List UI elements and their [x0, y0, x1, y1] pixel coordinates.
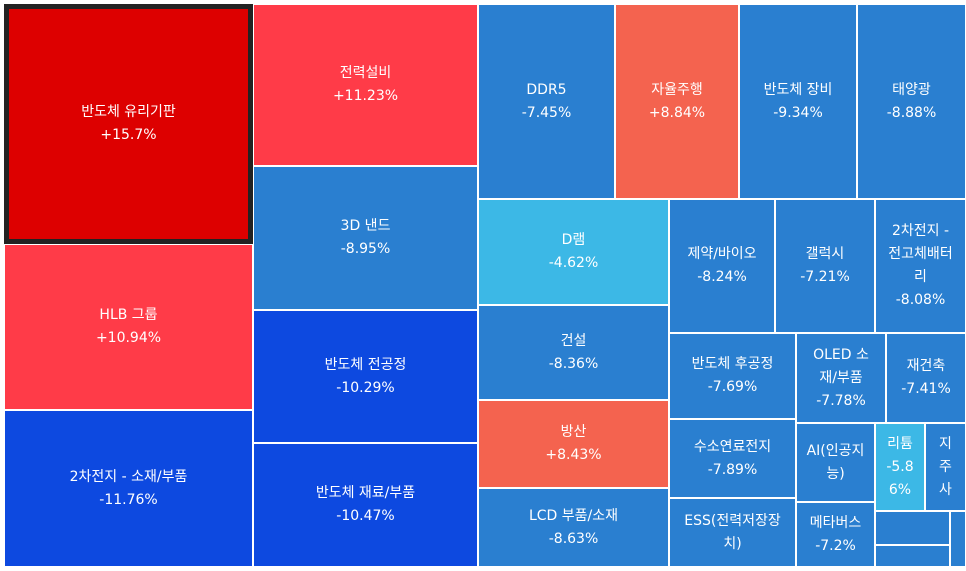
tile-label: LCD 부품/소재 — [528, 507, 619, 524]
tile-label: 2차전지 - 전고체배터 리 — [888, 223, 953, 285]
tile-label: 3D 낸드 — [340, 218, 391, 234]
tile-label: 지 주 사 — [939, 435, 952, 498]
treemap-tile[interactable] — [875, 545, 950, 567]
tile-label: AI(인공지 능) — [806, 442, 865, 482]
tile-change-value: -7.2% — [815, 537, 856, 554]
treemap-tile[interactable]: D램 -4.62% — [478, 199, 669, 305]
tile-change-value: -7.89% — [707, 461, 758, 478]
tile-change-value: -8.24% — [697, 269, 747, 285]
tile-label: 반도체 전공정 — [324, 356, 407, 373]
tile-change-value: -10.47% — [336, 508, 395, 524]
treemap-tile[interactable]: DDR5 -7.45% — [478, 4, 615, 199]
tile-label: 반도체 후공정 — [691, 356, 774, 372]
treemap-tile[interactable]: 건설 -8.36% — [478, 305, 669, 400]
tile-change-value: +8.84% — [648, 104, 706, 121]
treemap-tile[interactable]: 3D 낸드 -8.95% — [253, 166, 478, 310]
treemap-tile[interactable] — [950, 511, 966, 567]
tile-label: HLB 그룹 — [99, 307, 158, 323]
tile-label: 자율주행 — [651, 81, 703, 98]
tile-change-value: +10.94% — [95, 330, 162, 346]
treemap-tile[interactable]: 수소연료전지 -7.89% — [669, 419, 796, 498]
tile-label: DDR5 — [526, 81, 567, 98]
treemap-tile[interactable]: HLB 그룹 +10.94% — [4, 244, 253, 410]
treemap-tile[interactable]: 지 주 사 — [925, 423, 966, 511]
treemap-tile[interactable]: 제약/바이오 -8.24% — [669, 199, 775, 333]
treemap-tile[interactable]: 자율주행 +8.84% — [615, 4, 739, 199]
treemap-tile[interactable]: ESS(전력저장장 치) — [669, 498, 796, 567]
treemap-tile[interactable]: 반도체 유리기판 +15.7% — [4, 4, 253, 244]
treemap-tile[interactable]: AI(인공지 능) — [796, 423, 875, 502]
tile-label: 전력설비 — [339, 65, 392, 81]
tile-label: ESS(전력저장장 치) — [684, 512, 781, 552]
tile-change-value: -7.78% — [816, 392, 866, 409]
treemap-tile[interactable]: 반도체 장비 -9.34% — [739, 4, 857, 199]
tile-change-value: -7.69% — [707, 379, 758, 395]
treemap-tile[interactable]: 방산 +8.43% — [478, 400, 669, 488]
treemap-tile[interactable]: OLED 소 재/부품 -7.78% — [796, 333, 886, 423]
tile-change-value: -8.36% — [548, 355, 599, 372]
tile-label: 방산 — [560, 424, 587, 440]
tile-label: 반도체 재료/부품 — [315, 485, 416, 501]
tile-label: 수소연료전지 — [693, 438, 772, 455]
tile-change-value: -8.88% — [886, 104, 937, 121]
treemap-tile[interactable]: 전력설비 +11.23% — [253, 4, 478, 166]
tile-change-value: -11.76% — [99, 491, 158, 508]
tile-change-value: -7.45% — [521, 104, 572, 121]
tile-change-value: -10.29% — [336, 379, 395, 396]
tile-change-value: -8.95% — [340, 241, 391, 257]
tile-label: D램 — [561, 232, 586, 248]
treemap-tile[interactable]: 재건축 -7.41% — [886, 333, 966, 423]
treemap-tile[interactable]: 반도체 전공정 -10.29% — [253, 310, 478, 443]
tile-change-value: -7.21% — [800, 269, 850, 285]
tile-label: 재건축 — [906, 358, 946, 374]
treemap-tile[interactable]: 반도체 재료/부품 -10.47% — [253, 443, 478, 567]
treemap-tile[interactable]: LCD 부품/소재 -8.63% — [478, 488, 669, 567]
tile-change-value: +11.23% — [332, 88, 399, 104]
tile-change-value: -8.63% — [548, 530, 599, 547]
tile-label: 리튬 — [887, 435, 913, 452]
tile-label: 갤럭시 — [805, 246, 845, 262]
tile-label: 2차전지 - 소재/부품 — [69, 468, 188, 485]
tile-label: 제약/바이오 — [687, 246, 757, 262]
treemap-tile[interactable]: 갤럭시 -7.21% — [775, 199, 875, 333]
tile-change-value: +15.7% — [100, 127, 157, 143]
tile-label: 반도체 유리기판 — [81, 104, 176, 120]
tile-change-value: -8.08% — [895, 292, 946, 308]
treemap-tile[interactable] — [875, 511, 950, 545]
tile-change-value: -9.34% — [773, 104, 823, 121]
tile-label: 반도체 장비 — [763, 81, 833, 98]
tile-label: OLED 소 재/부품 — [813, 346, 869, 386]
treemap-tile[interactable]: 리튬 -5.8 6% — [875, 423, 925, 511]
tile-change-value: +8.43% — [545, 447, 602, 463]
tile-label: 메타버스 — [809, 514, 862, 531]
treemap-tile[interactable]: 메타버스 -7.2% — [796, 502, 875, 567]
tile-change-value: -7.41% — [901, 381, 951, 397]
treemap-tile[interactable]: 태양광 -8.88% — [857, 4, 966, 199]
treemap-tile[interactable]: 2차전지 - 소재/부품 -11.76% — [4, 410, 253, 567]
tile-label: 건설 — [560, 332, 587, 349]
tile-change-value: -4.62% — [548, 255, 599, 271]
tile-label: 태양광 — [892, 81, 931, 98]
treemap-tile[interactable]: 반도체 후공정 -7.69% — [669, 333, 796, 419]
tile-change-value: -5.8 6% — [886, 458, 914, 498]
treemap-tile[interactable]: 2차전지 - 전고체배터 리 -8.08% — [875, 199, 966, 333]
